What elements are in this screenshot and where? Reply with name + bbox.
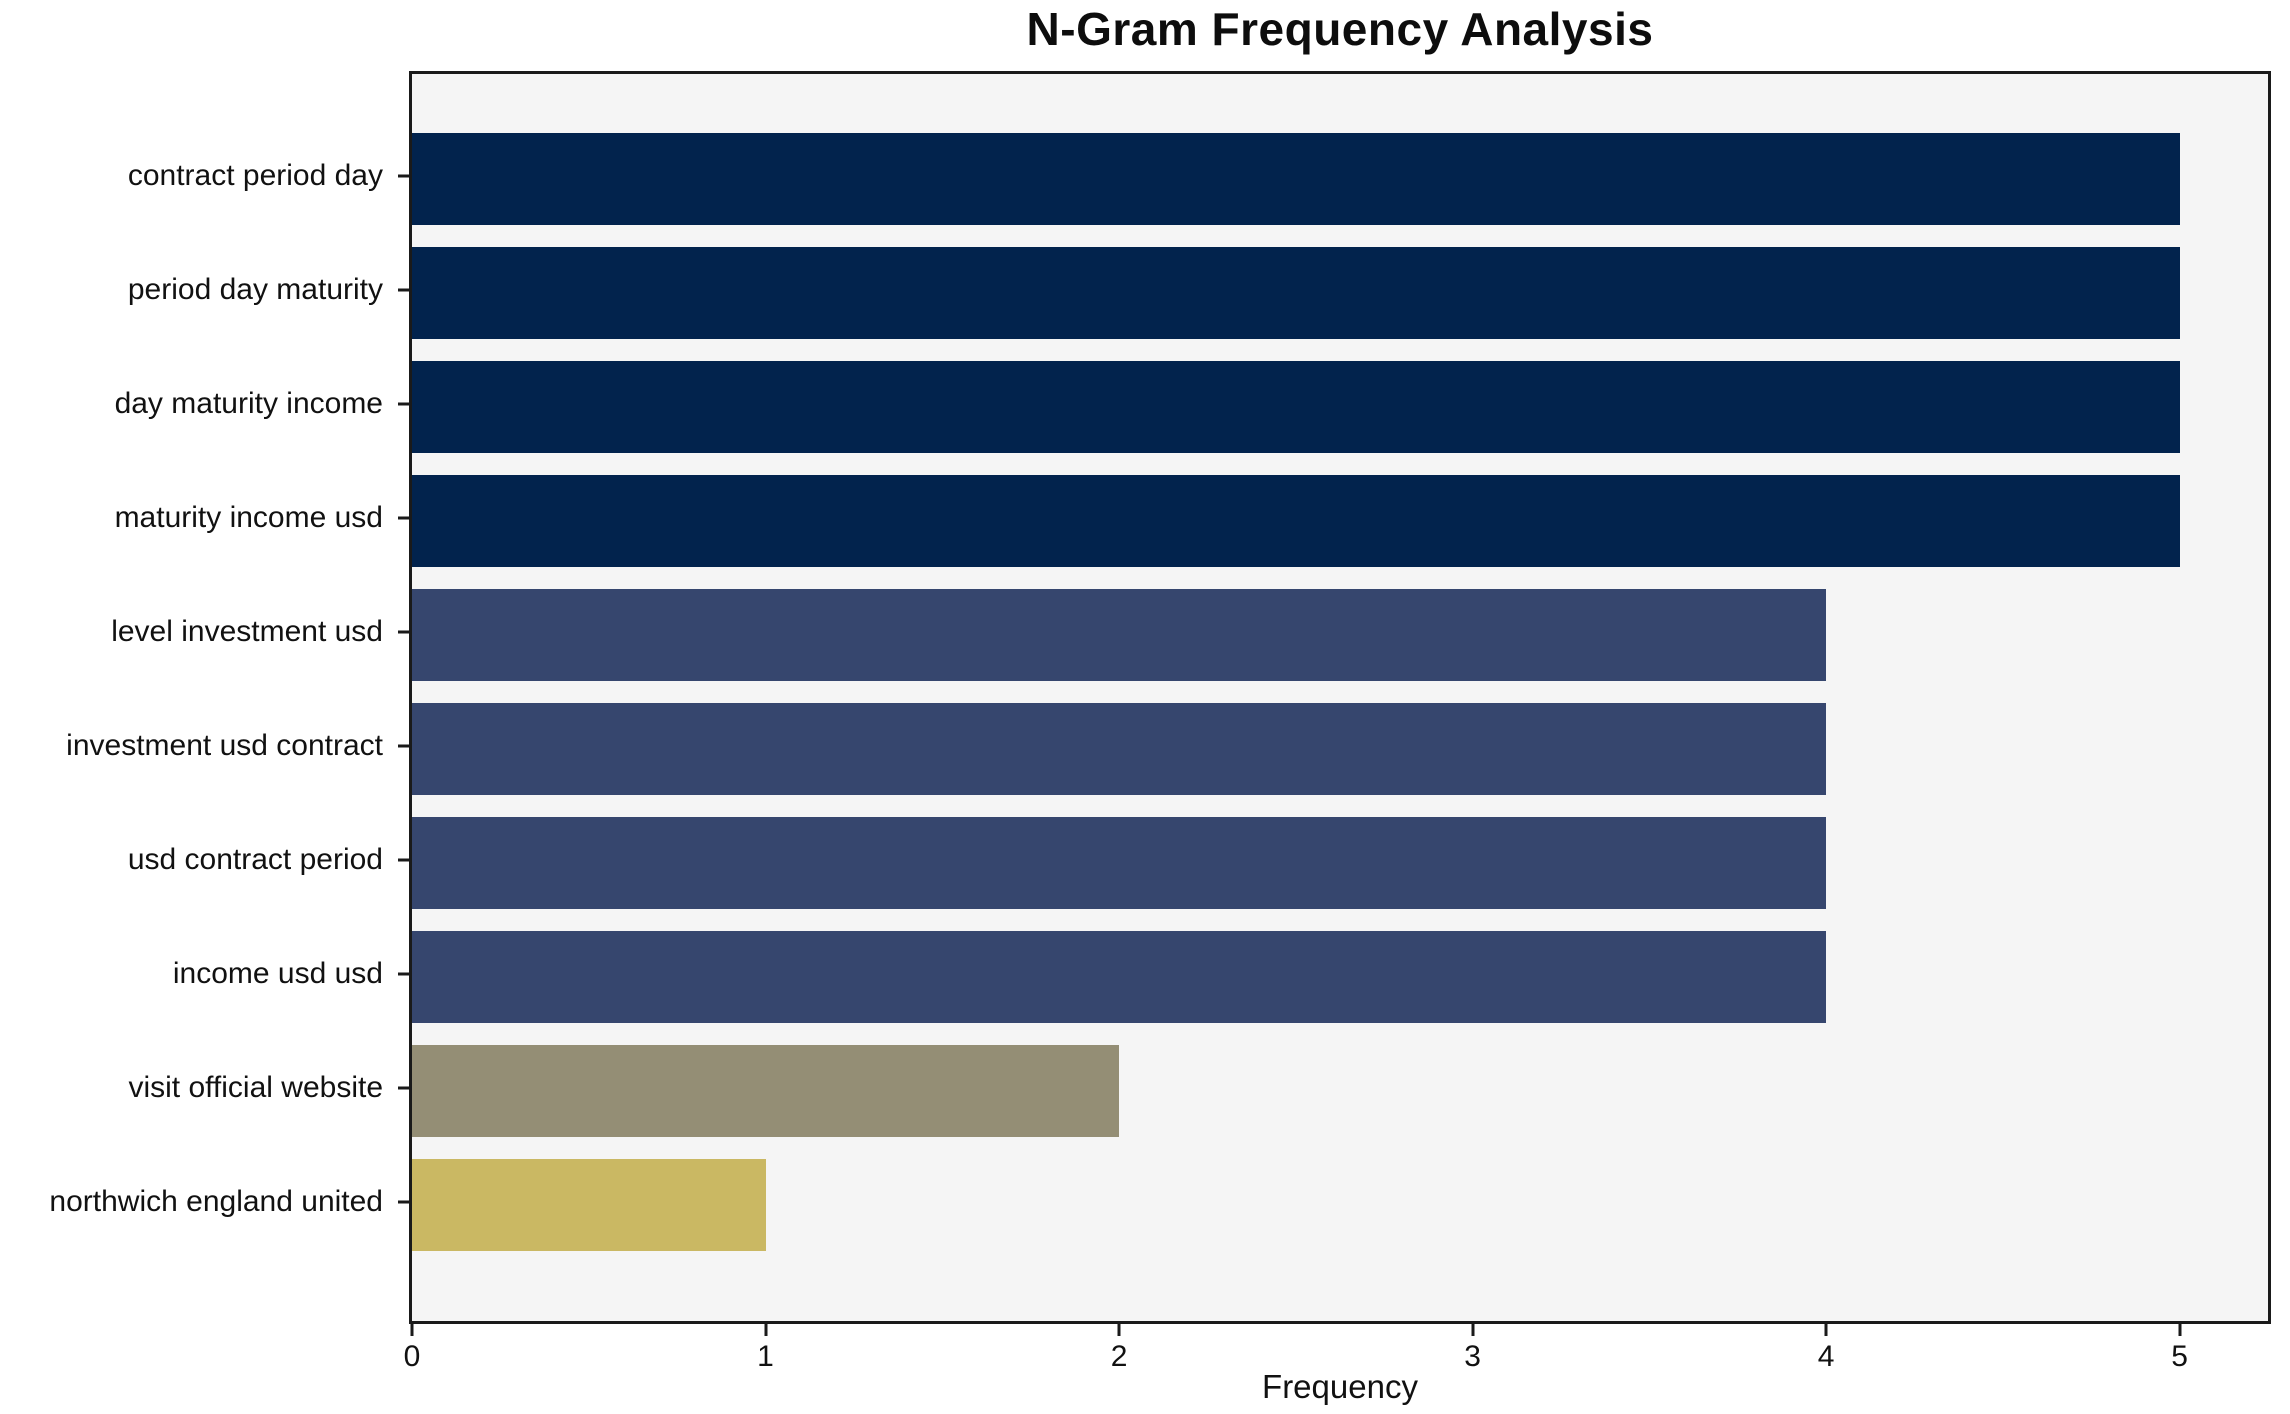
- bar: [412, 475, 2180, 567]
- x-axis-label: Frequency: [1262, 1368, 1418, 1405]
- x-tick-label: 3: [1464, 1340, 1481, 1373]
- x-tick-mark: [1471, 1324, 1475, 1336]
- y-tick-mark: [398, 174, 409, 178]
- bar: [412, 703, 1827, 795]
- y-tick-mark: [398, 516, 409, 520]
- y-tick-label: investment usd contract: [66, 729, 383, 762]
- y-axis: contract period day period day maturity da…: [0, 71, 409, 1324]
- x-tick-mark: [1117, 1324, 1121, 1336]
- bar: [412, 817, 1827, 909]
- y-tick-mark: [398, 972, 409, 976]
- x-tick-label: 5: [2171, 1340, 2188, 1373]
- y-tick-label: contract period day: [127, 159, 383, 192]
- bar: [412, 931, 1827, 1023]
- y-tick-mark: [398, 630, 409, 634]
- y-tick-label: level investment usd: [111, 615, 383, 648]
- y-tick-label: maturity income usd: [114, 501, 383, 534]
- y-tick-mark: [398, 1086, 409, 1090]
- plot-area: [409, 71, 2271, 1324]
- bar: [412, 1045, 1120, 1137]
- bar: [412, 247, 2180, 339]
- bar: [412, 133, 2180, 225]
- y-tick-label: northwich england united: [49, 1185, 383, 1218]
- y-tick-label: income usd usd: [172, 957, 383, 990]
- x-tick-label: 2: [1110, 1340, 1128, 1373]
- y-tick-mark: [398, 288, 409, 292]
- y-tick-label: day maturity income: [114, 387, 383, 420]
- bar: [412, 1159, 766, 1251]
- y-tick-label: usd contract period: [127, 843, 383, 876]
- y-tick-mark: [398, 402, 409, 406]
- y-tick-mark: [398, 1200, 409, 1204]
- bar: [412, 361, 2180, 453]
- bars-layer: [412, 74, 2268, 1321]
- x-tick-label: 1: [757, 1340, 774, 1373]
- chart-title: N-Gram Frequency Analysis: [1026, 3, 1654, 55]
- bar: [412, 589, 1827, 681]
- x-tick-label: 0: [403, 1340, 421, 1373]
- y-tick-mark: [398, 858, 409, 862]
- y-tick-label: visit official website: [128, 1071, 383, 1104]
- y-tick-label: period day maturity: [127, 273, 383, 306]
- y-tick-mark: [398, 744, 409, 748]
- x-tick-mark: [764, 1324, 768, 1336]
- x-tick-mark: [1824, 1324, 1828, 1336]
- x-tick-mark: [2178, 1324, 2182, 1336]
- x-tick-mark: [410, 1324, 414, 1336]
- x-axis: 0 1 2 3 4 5: [404, 1324, 2271, 1414]
- x-tick-label: 4: [1817, 1340, 1835, 1373]
